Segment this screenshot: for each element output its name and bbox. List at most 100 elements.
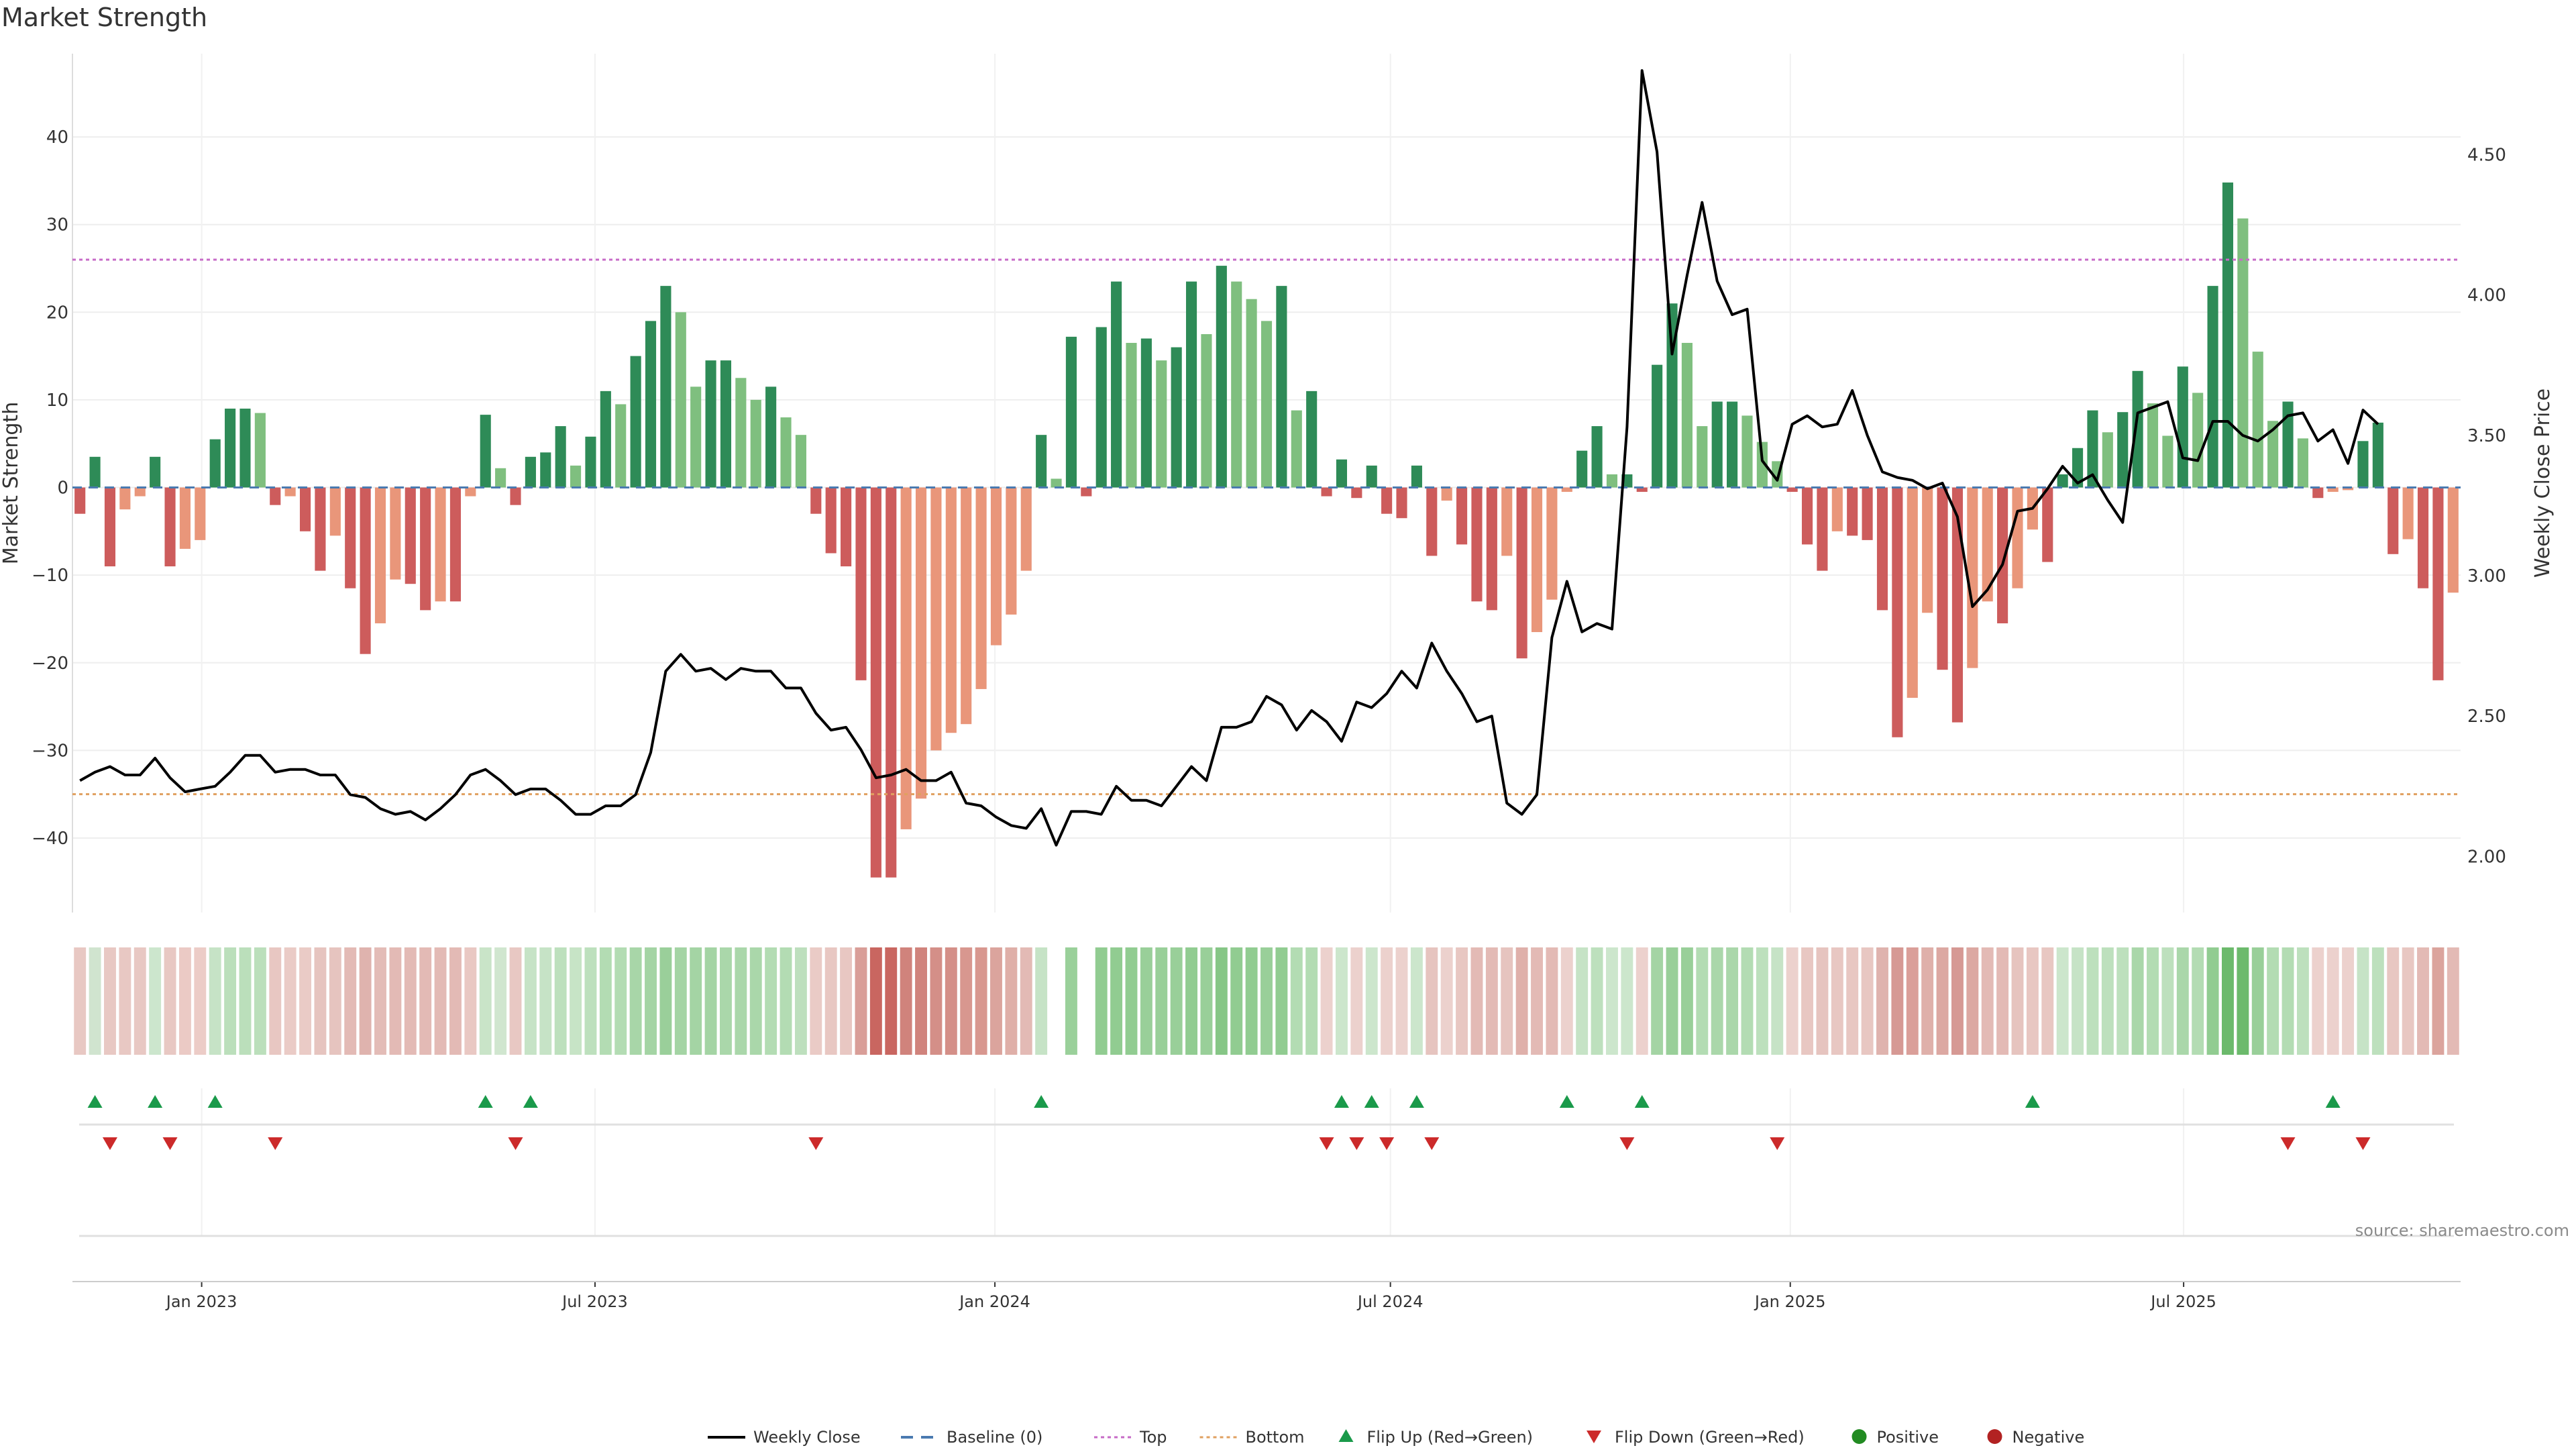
- strength-bar: [945, 487, 957, 733]
- strength-strip-cell: [2237, 947, 2249, 1055]
- strength-strip-cell: [164, 947, 176, 1055]
- strength-bar: [900, 487, 912, 829]
- strength-bar: [1276, 286, 1287, 488]
- strength-strip-cell: [1410, 947, 1423, 1055]
- strength-strip-cell: [1200, 947, 1213, 1055]
- strength-bar: [930, 487, 942, 751]
- strength-bar: [2252, 352, 2263, 488]
- strength-bar: [1426, 487, 1438, 556]
- strength-strip-cell: [840, 947, 853, 1055]
- strength-strip-cell: [2116, 947, 2129, 1055]
- strength-bar: [1456, 487, 1468, 545]
- strength-bar: [675, 312, 686, 488]
- strength-strip-cell: [2011, 947, 2024, 1055]
- strength-strip-cell: [2026, 947, 2039, 1055]
- strength-bar: [2072, 448, 2084, 488]
- strength-strip-cell: [1155, 947, 1168, 1055]
- strength-bar: [2327, 487, 2339, 492]
- strength-strip-cell: [855, 947, 867, 1055]
- strength-strip-cell: [1816, 947, 1829, 1055]
- strength-strip-cell: [749, 947, 762, 1055]
- flip-up-marker: [207, 1095, 223, 1108]
- strength-bar: [1201, 333, 1212, 488]
- strength-strip-cell: [1876, 947, 1888, 1055]
- y-tick-label: −40: [32, 829, 68, 849]
- strength-bar: [345, 487, 356, 588]
- strength-bar: [1396, 487, 1407, 519]
- strength-strip-cell: [554, 947, 567, 1055]
- y2-tick-label: 2.00: [2467, 847, 2506, 867]
- strength-strip-cell: [704, 947, 717, 1055]
- strength-strip-cell: [1906, 947, 1919, 1055]
- strength-strip-cell: [389, 947, 402, 1055]
- strength-strip-cell: [269, 947, 282, 1055]
- strength-strip-cell: [1801, 947, 1813, 1055]
- legend-label: Bottom: [1246, 1428, 1305, 1447]
- strength-strip-cell: [1891, 947, 1904, 1055]
- strength-bar: [1711, 401, 1723, 488]
- strength-bar: [2237, 218, 2249, 488]
- strength-strip-cell: [735, 947, 747, 1055]
- strength-strip-cell: [1726, 947, 1739, 1055]
- strength-strip-cell: [1185, 947, 1198, 1055]
- strength-bar: [855, 487, 867, 680]
- strength-bar: [1486, 487, 1497, 611]
- strength-strip-cell: [74, 947, 87, 1055]
- y2-tick-label: 2.50: [2467, 707, 2506, 727]
- strength-bar: [1095, 327, 1107, 488]
- strength-strip-cell: [1440, 947, 1453, 1055]
- strength-bar: [795, 435, 806, 488]
- strength-strip-cell: [2387, 947, 2400, 1055]
- strength-strip-cell: [329, 947, 341, 1055]
- strength-strip-cell: [1711, 947, 1723, 1055]
- strength-bar: [1291, 410, 1302, 488]
- strength-strip-cell: [2432, 947, 2445, 1055]
- strength-strip-cell: [945, 947, 957, 1055]
- strength-strip-cell: [1861, 947, 1874, 1055]
- strength-bar: [2042, 487, 2053, 562]
- strength-strip-cell: [2131, 947, 2144, 1055]
- strength-strip-cell: [2326, 947, 2339, 1055]
- strength-strip-cell: [1260, 947, 1273, 1055]
- strength-strip-cell: [374, 947, 386, 1055]
- strength-strip-cell: [1020, 947, 1032, 1055]
- legend-label: Negative: [2012, 1428, 2085, 1447]
- strength-bar: [1847, 487, 1858, 536]
- flip-up-marker: [2025, 1095, 2040, 1108]
- flip-down-marker: [2280, 1137, 2296, 1150]
- strength-bar: [2057, 474, 2068, 488]
- strength-strip-cell: [89, 947, 101, 1055]
- legend-swatch-flip-up: [1338, 1429, 1354, 1442]
- strength-bar: [2447, 487, 2459, 593]
- strength-strip-cell: [1456, 947, 1468, 1055]
- strength-bar: [1561, 487, 1572, 492]
- strength-strip-cell: [1591, 947, 1603, 1055]
- strength-bar: [1216, 266, 1227, 488]
- flip-down-marker: [102, 1137, 117, 1150]
- strength-strip-cell: [194, 947, 207, 1055]
- source-credit: source: sharemaestro.com: [2355, 1221, 2569, 1240]
- legend-label: Flip Down (Green→Red): [1615, 1428, 1805, 1447]
- strength-strip-cell: [1771, 947, 1784, 1055]
- flip-down-marker: [162, 1137, 178, 1150]
- strength-bar: [360, 487, 371, 654]
- strength-strip-cell: [434, 947, 447, 1055]
- y2-tick-label: 3.50: [2467, 426, 2506, 446]
- strength-bar: [1727, 401, 1738, 488]
- strength-strip-cell: [299, 947, 311, 1055]
- strength-strip-cell: [404, 947, 417, 1055]
- strength-bar: [2087, 410, 2098, 488]
- strength-strip-cell: [2041, 947, 2054, 1055]
- strength-strip-cell: [209, 947, 221, 1055]
- legend-swatch-positive: [1851, 1429, 1867, 1444]
- strength-strip-cell: [824, 947, 837, 1055]
- flip-up-marker: [523, 1095, 538, 1108]
- strength-strip-cell: [2086, 947, 2099, 1055]
- strength-strip-cell: [1666, 947, 1678, 1055]
- strength-strip-cell: [674, 947, 687, 1055]
- strength-bar: [600, 391, 611, 488]
- strength-strip-cell: [1546, 947, 1558, 1055]
- strength-bar: [1336, 459, 1348, 488]
- strength-bar: [1020, 487, 1032, 571]
- strength-strip-cell: [419, 947, 432, 1055]
